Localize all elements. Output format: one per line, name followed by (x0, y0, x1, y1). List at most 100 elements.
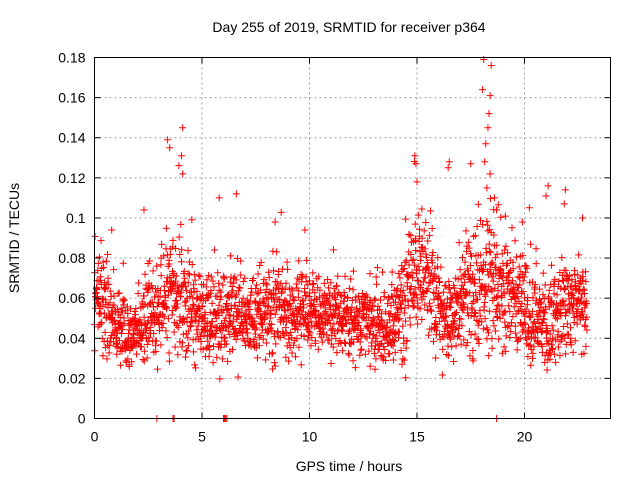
data-point (410, 302, 418, 310)
data-point (310, 302, 318, 310)
data-point (142, 324, 150, 332)
data-point (575, 251, 583, 259)
data-point (173, 300, 181, 308)
data-point (524, 353, 532, 361)
data-point (208, 299, 216, 307)
data-points (90, 56, 591, 422)
data-point (328, 325, 336, 333)
data-point (194, 322, 202, 330)
data-point (365, 347, 373, 355)
data-point (233, 291, 241, 299)
data-point (555, 309, 563, 317)
data-point (558, 276, 566, 284)
data-point (173, 303, 181, 311)
data-point (523, 301, 531, 309)
data-point (140, 357, 148, 365)
data-point (425, 279, 433, 287)
data-point (561, 312, 569, 320)
data-point (561, 302, 569, 310)
data-point (449, 311, 457, 319)
data-point (361, 332, 369, 340)
data-point (319, 325, 327, 333)
data-point (166, 274, 174, 282)
data-point (548, 261, 556, 269)
data-point (262, 279, 270, 287)
data-point (357, 330, 365, 338)
data-point (245, 300, 253, 308)
data-point (218, 309, 226, 317)
data-point (405, 273, 413, 281)
data-point (400, 356, 408, 364)
data-point (168, 311, 176, 319)
data-point (292, 280, 300, 288)
data-point (446, 335, 454, 343)
data-point (532, 296, 540, 304)
data-point (350, 338, 358, 346)
data-point (486, 92, 494, 100)
data-point (399, 286, 407, 294)
data-point (158, 240, 166, 248)
data-point (228, 292, 236, 300)
data-point (283, 318, 291, 326)
data-point (147, 299, 155, 307)
data-point (580, 349, 588, 357)
data-point (392, 286, 400, 294)
data-point (549, 345, 557, 353)
data-point (234, 373, 242, 381)
data-point (411, 152, 419, 160)
data-point (117, 361, 125, 369)
data-point (197, 337, 205, 345)
data-point (558, 254, 566, 262)
data-point (418, 315, 426, 323)
data-point (560, 322, 568, 330)
data-point (442, 306, 450, 314)
data-point (301, 285, 309, 293)
data-point (268, 320, 276, 328)
chart-title: Day 255 of 2019, SRMTID for receiver p36… (212, 19, 485, 35)
data-point (550, 290, 558, 298)
data-point (567, 324, 575, 332)
data-point (412, 160, 420, 168)
data-point (411, 285, 419, 293)
data-point (395, 328, 403, 336)
data-point (528, 307, 536, 315)
data-point (229, 317, 237, 325)
data-point (237, 309, 245, 317)
data-point (106, 287, 114, 295)
data-point (287, 302, 295, 310)
data-point (574, 271, 582, 279)
data-point (219, 355, 227, 363)
data-point (219, 281, 227, 289)
data-point (516, 281, 524, 289)
data-point (208, 318, 216, 326)
data-point (137, 343, 145, 351)
data-point (143, 354, 151, 362)
data-point (567, 290, 575, 298)
data-point (525, 204, 533, 212)
data-point (399, 322, 407, 330)
data-point (583, 326, 591, 334)
data-point (525, 342, 533, 350)
data-point (570, 300, 578, 308)
data-point (271, 218, 279, 226)
data-point (402, 215, 410, 223)
data-point (380, 353, 388, 361)
data-point (189, 300, 197, 308)
data-point (470, 313, 478, 321)
data-point (471, 279, 479, 287)
data-point (527, 361, 535, 369)
data-point (422, 250, 430, 258)
data-point (153, 262, 161, 270)
data-point (152, 347, 160, 355)
data-point (451, 310, 459, 318)
data-point (486, 170, 494, 178)
data-point (527, 313, 535, 321)
data-point (140, 206, 148, 214)
data-point (105, 349, 113, 357)
data-point (257, 315, 265, 323)
data-point (332, 335, 340, 343)
data-point (465, 238, 473, 246)
data-point (281, 285, 289, 293)
data-point (532, 260, 540, 268)
data-point (479, 221, 487, 229)
